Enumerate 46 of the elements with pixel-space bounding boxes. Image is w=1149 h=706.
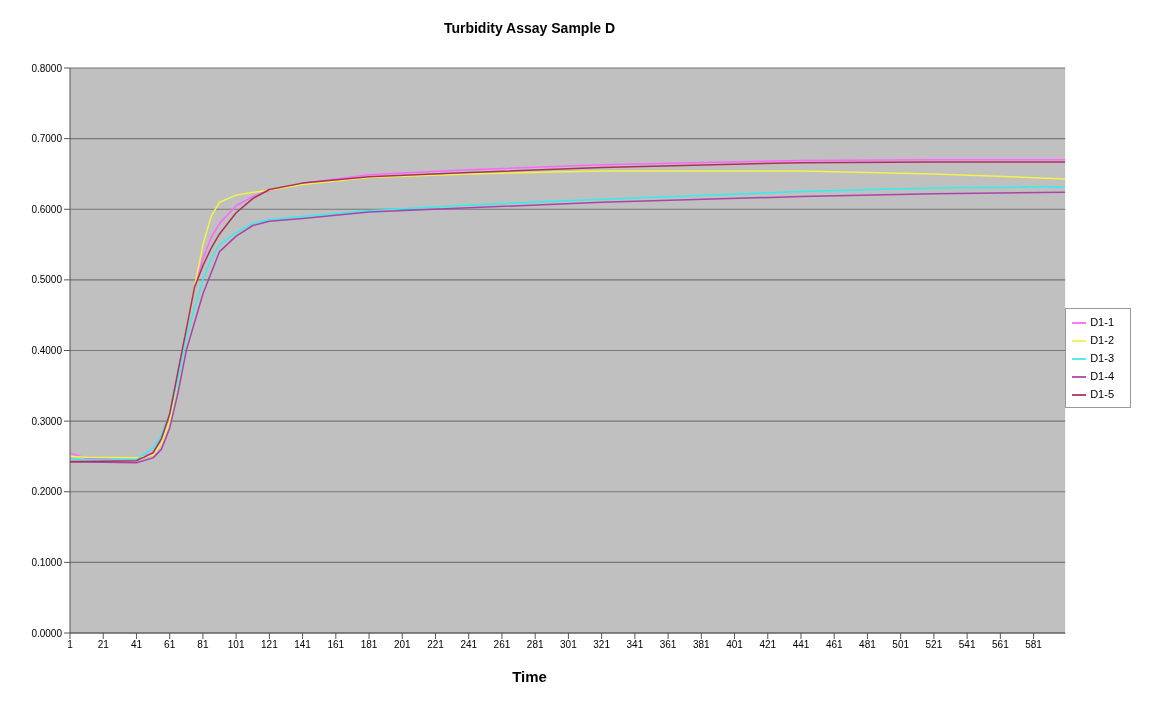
x-tick-label: 41: [130, 639, 143, 651]
x-tick-label: 221: [427, 639, 445, 651]
y-tick-label: 0.2000: [31, 486, 63, 498]
x-tick-label: 141: [294, 639, 312, 651]
legend-label: D1-1: [1090, 316, 1114, 328]
x-tick-label: 501: [892, 639, 910, 651]
x-tick-label: 361: [659, 639, 677, 651]
x-tick-label: 401: [726, 639, 744, 651]
x-tick-label: 241: [460, 639, 478, 651]
legend-label: D1-5: [1090, 388, 1114, 400]
x-tick-label: 381: [692, 639, 711, 651]
x-tick-label: 21: [97, 639, 110, 651]
y-tick-label: 0.8000: [31, 62, 63, 74]
legend-label: D1-4: [1090, 370, 1114, 382]
y-tick-label: 0.3000: [31, 415, 63, 427]
x-tick-label: 161: [327, 639, 345, 651]
y-tick-label: 0.1000: [31, 556, 63, 568]
x-tick-label: 481: [859, 639, 877, 651]
y-tick-label: 0.6000: [31, 203, 63, 215]
x-tick-label: 61: [164, 639, 176, 651]
x-tick-label: 121: [261, 639, 279, 651]
y-tick-label: 0.5000: [31, 274, 63, 286]
y-tick-label: 0.4000: [31, 345, 63, 357]
x-tick-label: 581: [1025, 639, 1043, 651]
x-tick-label: 301: [560, 639, 578, 651]
x-tick-label: 281: [526, 639, 544, 651]
x-tick-label: 201: [393, 639, 412, 651]
x-tick-label: 561: [992, 639, 1010, 651]
x-tick-label: 261: [493, 639, 511, 651]
legend-label: D1-3: [1090, 352, 1114, 364]
x-tick-label: 1: [67, 639, 74, 651]
x-tick-label: 521: [925, 639, 943, 651]
x-tick-label: 461: [825, 639, 844, 651]
x-tick-label: 421: [759, 639, 777, 651]
chart-title: Turbidity Assay Sample D: [442, 19, 617, 38]
y-tick-label: 0.0000: [31, 627, 63, 639]
x-tick-label: 81: [197, 639, 209, 651]
x-tick-label: 541: [958, 639, 976, 651]
x-tick-label: 341: [626, 639, 644, 651]
x-tick-label: 101: [227, 639, 245, 651]
x-tick-label: 441: [792, 639, 810, 651]
y-tick-label: 0.7000: [31, 133, 63, 145]
x-tick-label: 321: [593, 639, 611, 651]
x-tick-label: 181: [360, 639, 378, 651]
legend-label: D1-2: [1090, 334, 1114, 346]
x-axis-title: Time: [511, 668, 548, 685]
